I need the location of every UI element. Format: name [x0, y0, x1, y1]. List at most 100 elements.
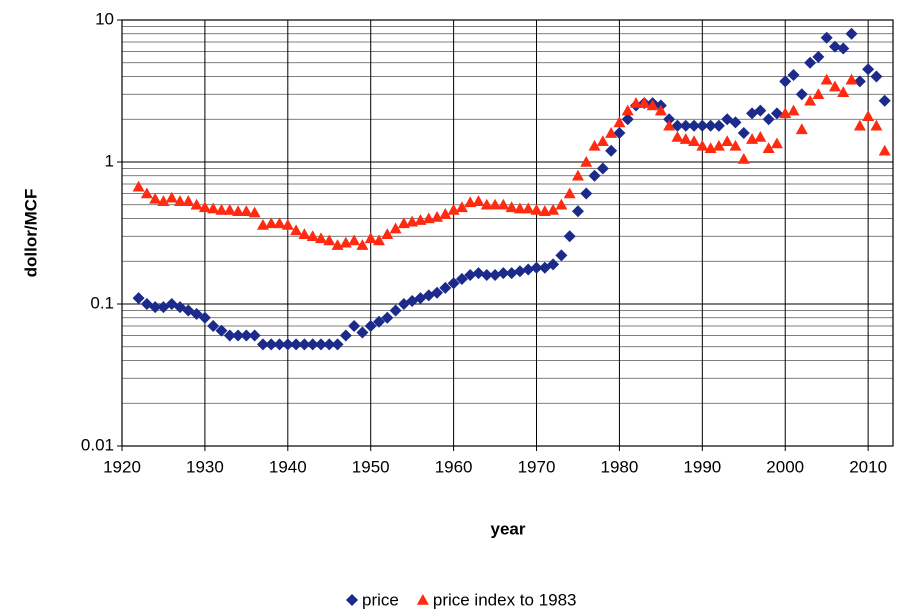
point [190, 198, 203, 210]
point [232, 205, 245, 217]
x-tick-label: 2000 [766, 457, 804, 476]
point [646, 99, 659, 111]
point [431, 210, 444, 222]
x-tick-label: 1980 [601, 457, 639, 476]
point [605, 127, 618, 138]
point [298, 228, 311, 240]
x-tick-label: 1940 [269, 457, 307, 476]
point [754, 130, 767, 142]
y-tick-label: 10 [95, 9, 114, 28]
point [862, 110, 875, 122]
point [571, 205, 584, 218]
point [688, 119, 701, 132]
point [762, 142, 775, 154]
point [878, 144, 891, 156]
point [870, 119, 883, 131]
x-tick-label: 1930 [186, 457, 224, 476]
point [696, 139, 709, 151]
point [215, 324, 228, 337]
point [182, 195, 195, 206]
point [290, 338, 303, 351]
point [323, 338, 336, 351]
point [455, 272, 468, 285]
point [174, 195, 187, 206]
point [364, 319, 377, 332]
point [613, 127, 626, 140]
point [373, 234, 385, 246]
point [331, 338, 344, 351]
y-tick-label: 0.1 [90, 293, 114, 312]
point [364, 232, 377, 244]
point [770, 137, 783, 149]
point [853, 119, 866, 131]
point [314, 232, 327, 244]
point [497, 267, 510, 280]
point [207, 319, 220, 332]
point [787, 104, 800, 116]
point [828, 40, 841, 53]
point [157, 195, 170, 206]
point [265, 338, 278, 351]
point [381, 311, 394, 324]
point [737, 152, 750, 164]
point [190, 308, 203, 321]
point [696, 119, 709, 132]
legend-marker [416, 594, 429, 605]
point [596, 162, 609, 175]
point [198, 201, 211, 213]
point [223, 329, 236, 342]
point [555, 249, 568, 262]
point [439, 281, 452, 294]
point [472, 195, 485, 206]
point [207, 202, 220, 214]
point [389, 304, 402, 317]
point [149, 192, 162, 204]
y-axis-title: dollor/MCF [21, 189, 40, 278]
point [704, 119, 717, 132]
x-tick-label: 1990 [683, 457, 721, 476]
point [381, 228, 394, 240]
point [621, 104, 634, 116]
point [306, 338, 319, 351]
point [712, 139, 725, 151]
point [356, 326, 369, 339]
point [804, 56, 817, 69]
point [804, 94, 817, 106]
point [505, 201, 518, 213]
point [779, 75, 792, 88]
point [256, 338, 269, 351]
point [232, 329, 245, 342]
point [439, 208, 452, 219]
point [464, 196, 477, 208]
point [588, 169, 601, 182]
point [596, 135, 609, 147]
point [497, 198, 510, 210]
point [240, 205, 253, 217]
x-tick-label: 2010 [849, 457, 887, 476]
point [820, 31, 833, 44]
point [770, 107, 783, 120]
legend-label: price [362, 590, 399, 609]
point [480, 198, 493, 210]
point [215, 203, 228, 215]
point [339, 329, 352, 342]
point [845, 73, 858, 85]
point [248, 329, 261, 342]
point [571, 169, 584, 181]
point [563, 230, 576, 243]
point [149, 301, 162, 314]
x-tick-label: 1920 [103, 457, 141, 476]
point [671, 130, 684, 142]
point [779, 107, 792, 119]
point [845, 27, 858, 40]
point [712, 119, 725, 132]
point [787, 68, 800, 81]
y-tick-label: 1 [105, 151, 114, 170]
point [721, 135, 734, 147]
point [737, 127, 750, 140]
point [729, 139, 742, 151]
point [762, 113, 775, 126]
point [265, 217, 278, 229]
point [489, 269, 502, 282]
point [140, 187, 153, 199]
